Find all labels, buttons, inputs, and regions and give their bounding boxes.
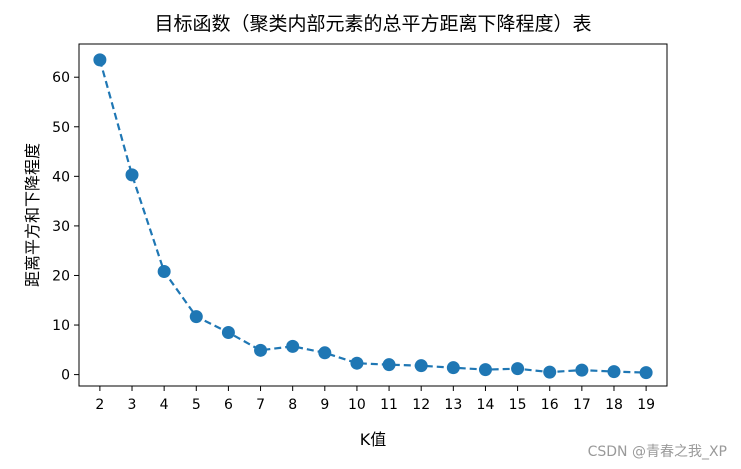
plot-area-frame [78, 43, 668, 387]
data-point [221, 325, 235, 339]
x-tick-label: 13 [444, 397, 462, 413]
data-point [157, 265, 171, 279]
data-point [189, 310, 203, 324]
x-tick-label: 12 [412, 397, 430, 413]
data-point [350, 356, 364, 370]
x-tick-label: 16 [541, 397, 559, 413]
y-tick-label: 0 [61, 368, 70, 384]
data-point [478, 363, 492, 377]
x-tick-label: 18 [605, 397, 623, 413]
x-axis-title: K值 [360, 430, 387, 449]
data-point [254, 343, 268, 357]
x-tick-label: 6 [224, 397, 233, 413]
chart-title: 目标函数（聚类内部元素的总平方距离下降程度）表 [154, 13, 591, 35]
data-point [286, 339, 300, 353]
data-point [125, 168, 139, 182]
x-axis: 2 3 4 5 6 7 8 9 10 11 12 13 14 15 16 17 18 19 [95, 386, 655, 413]
data-point [511, 362, 525, 376]
x-tick-label: 4 [160, 397, 169, 413]
x-tick-label: 14 [477, 397, 495, 413]
y-tick-label: 30 [52, 219, 70, 235]
data-point [382, 358, 396, 372]
y-tick-label: 10 [52, 318, 70, 334]
x-tick-label: 8 [288, 397, 297, 413]
data-point [93, 53, 107, 67]
y-tick-label: 50 [52, 120, 70, 136]
data-point [414, 359, 428, 373]
y-tick-label: 60 [52, 70, 70, 86]
data-point [446, 361, 460, 375]
x-tick-label: 19 [637, 397, 655, 413]
y-axis: 0 10 20 30 40 50 60 [52, 70, 79, 384]
x-tick-label: 9 [320, 397, 329, 413]
x-tick-label: 17 [573, 397, 591, 413]
x-tick-label: 11 [380, 397, 398, 413]
data-point [607, 365, 621, 379]
series-markers [93, 53, 653, 380]
y-tick-label: 40 [52, 169, 70, 185]
data-point [639, 366, 653, 380]
data-point [543, 365, 557, 379]
y-axis-title: 距离平方和下降程度 [23, 143, 42, 287]
x-tick-label: 2 [95, 397, 104, 413]
x-tick-label: 3 [128, 397, 137, 413]
watermark: CSDN @青春之我_XP [587, 444, 727, 460]
data-point [318, 346, 332, 360]
x-tick-label: 15 [509, 397, 527, 413]
x-tick-label: 5 [192, 397, 201, 413]
x-tick-label: 7 [256, 397, 265, 413]
x-tick-label: 10 [348, 397, 366, 413]
y-tick-label: 20 [52, 268, 70, 284]
data-point [575, 363, 589, 377]
series-line [98, 59, 647, 374]
